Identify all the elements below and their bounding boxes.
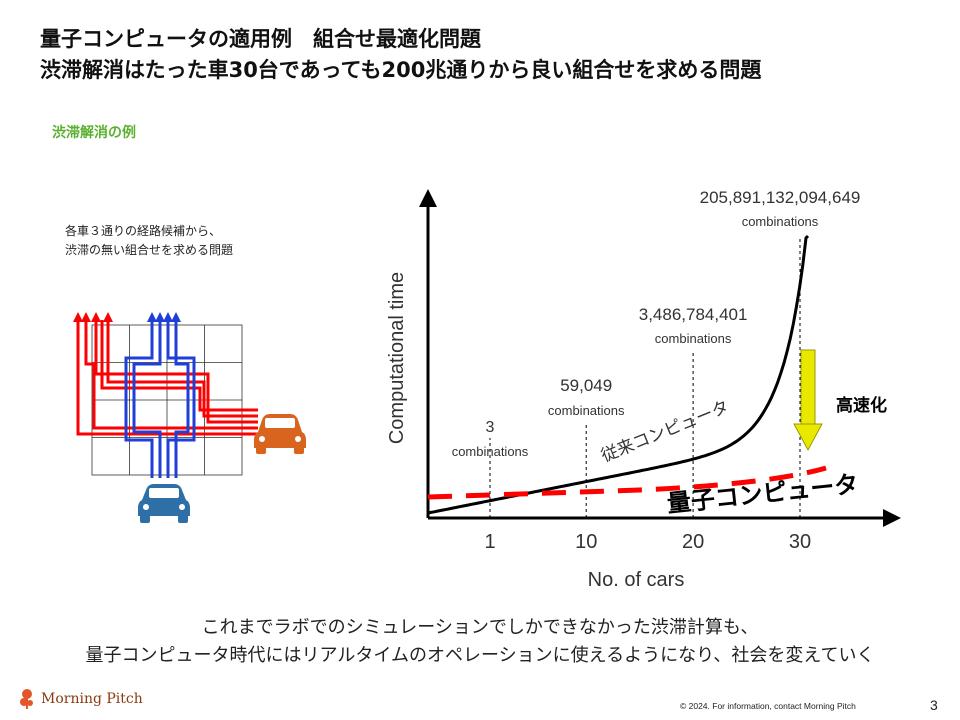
quantum-series-label: 量子コンピュータ: [666, 470, 860, 518]
x-tick-label: 30: [789, 531, 811, 553]
annotation-unit: combinations: [548, 403, 625, 418]
annotation-value: 59,049: [560, 376, 612, 395]
y-axis-label: Computational time: [386, 272, 408, 444]
caption: これまでラボでのシミュレーションでしかできなかった渋滞計算も、 量子コンピュータ…: [0, 614, 960, 670]
x-axis-label: No. of cars: [588, 569, 685, 591]
orange-car-icon: [254, 414, 306, 454]
example-label: 渋滞解消の例: [52, 125, 136, 141]
caption-line-1: これまでラボでのシミュレーションでしかできなかった渋滞計算も、: [201, 617, 759, 638]
annotation-value: 3: [486, 419, 495, 436]
blue-routes: [124, 320, 196, 478]
red-arrowheads: [73, 312, 113, 322]
blue-arrowheads: [147, 312, 181, 322]
copyright: © 2024. For information, contact Morning…: [680, 701, 856, 711]
route-diagram: [73, 312, 306, 523]
page-number: 3: [930, 697, 938, 713]
red-routes: [76, 320, 258, 436]
annotation-unit: combinations: [452, 444, 529, 459]
logo-text: Morning Pitch: [41, 691, 143, 707]
title-line-1: 量子コンピュータの適用例 組合せ最適化問題: [40, 27, 481, 51]
speedup-label: 高速化: [836, 395, 887, 416]
classical-series-line: [427, 234, 810, 515]
annotation-value: 205,891,132,094,649: [700, 188, 861, 207]
annotation-unit: combinations: [742, 214, 819, 229]
example-description: 各車３通りの経路候補から、 渋滞の無い組合せを求める問題: [65, 222, 233, 260]
quantum-series-line: [427, 465, 827, 500]
logo: Morning Pitch: [18, 688, 143, 710]
desc-line-1: 各車３通りの経路候補から、: [65, 224, 222, 238]
x-tick-label: 10: [575, 531, 597, 553]
logo-icon: [20, 689, 33, 709]
desc-line-2: 渋滞の無い組合せを求める問題: [65, 243, 234, 257]
annotation-unit: combinations: [655, 331, 732, 346]
title-line-2: 渋滞解消はたった車30台であっても200兆通りから良い組合せを求める問題: [40, 58, 762, 82]
blue-car-icon: [138, 484, 190, 523]
x-tick-label: 20: [682, 531, 704, 553]
page-title: 量子コンピュータの適用例 組合せ最適化問題 渋滞解消はたった車30台であっても2…: [40, 24, 761, 86]
annotation-value: 3,486,784,401: [639, 305, 748, 324]
caption-line-2: 量子コンピュータ時代にはリアルタイムのオペレーションに使えるようになり、社会を変…: [85, 645, 875, 666]
speedup-arrow: [793, 349, 823, 452]
x-tick-label: 1: [484, 531, 495, 553]
